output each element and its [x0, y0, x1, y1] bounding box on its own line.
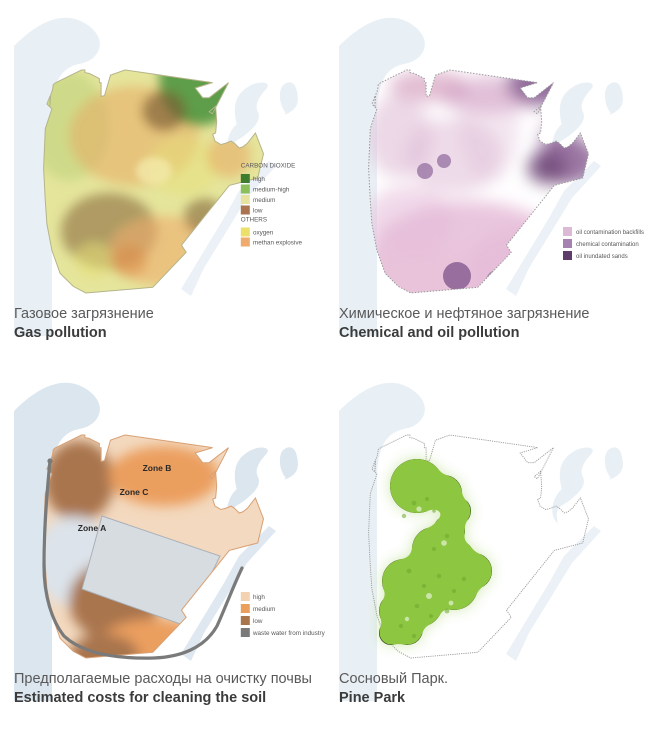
svg-text:chemical contamination: chemical contamination	[576, 242, 639, 248]
svg-text:low: low	[253, 208, 263, 215]
svg-text:oil contamination backfills: oil contamination backfills	[576, 230, 644, 236]
svg-text:OTHERS: OTHERS	[241, 217, 267, 224]
svg-text:medium-high: medium-high	[253, 187, 290, 194]
svg-text:medium: medium	[253, 197, 275, 204]
svg-text:oxygen: oxygen	[253, 230, 274, 237]
svg-text:CARBON DIOXIDE: CARBON DIOXIDE	[241, 163, 296, 170]
svg-text:medium: medium	[253, 606, 275, 613]
svg-text:Zone B: Zone B	[143, 463, 172, 473]
svg-text:oil inundated sands: oil inundated sands	[576, 254, 628, 260]
svg-text:high: high	[253, 594, 265, 601]
svg-text:high: high	[253, 176, 265, 183]
svg-text:Zone A: Zone A	[78, 523, 107, 533]
svg-text:methan explosive: methan explosive	[253, 240, 303, 247]
svg-text:Zone C: Zone C	[120, 487, 149, 497]
svg-text:waste water from industry: waste water from industry	[252, 630, 326, 637]
svg-text:low: low	[253, 618, 263, 625]
